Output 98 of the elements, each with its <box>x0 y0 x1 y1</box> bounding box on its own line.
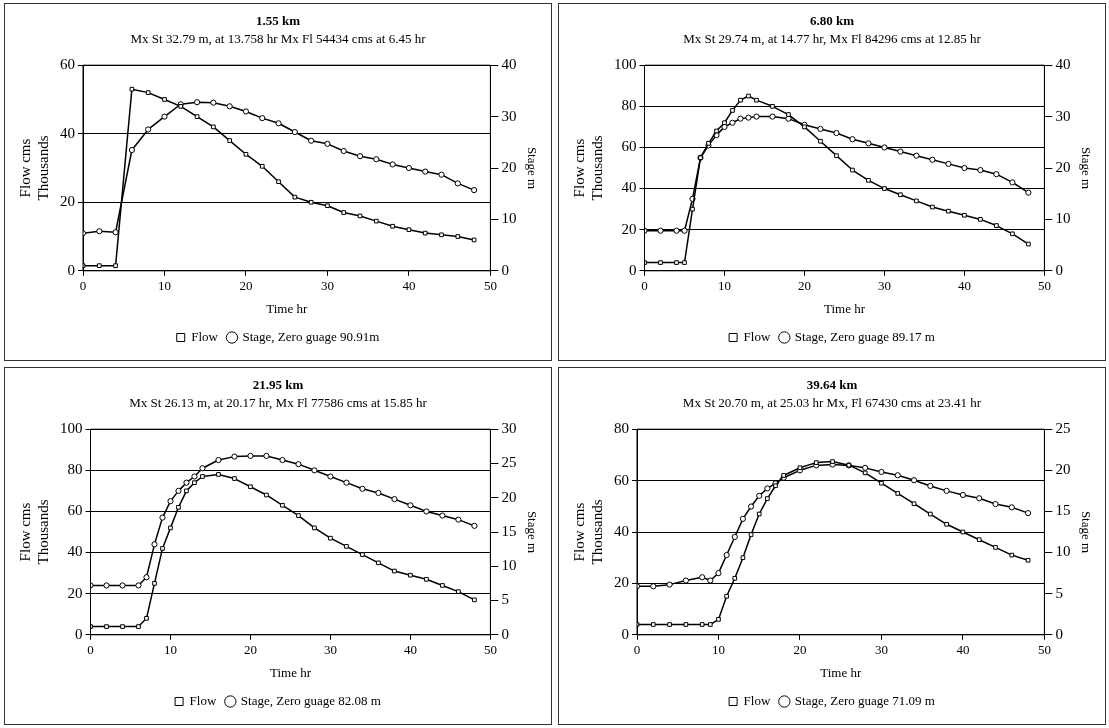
y-tick-label: 20 <box>614 574 629 591</box>
y2-tick-label: 10 <box>1055 543 1071 560</box>
y-tick-label: 20 <box>67 584 83 601</box>
legend-label: Stage, Zero guage 90.91m <box>242 328 380 344</box>
legend-label: Stage, Zero guage 71.09 m <box>794 692 935 708</box>
chart-subtitle: Mx St 20.70 m, at 25.03 hr Mx, Fl 67430 cms at 23.41 hr <box>682 394 982 410</box>
legend-label: Flow <box>189 692 217 708</box>
y2-tick-label: 0 <box>501 625 509 642</box>
chart-subtitle: Mx St 32.79 m, at 13.758 hr Mx Fl 54434 cms at 6.45 hr <box>130 30 427 46</box>
legend-label: Stage, Zero guage 82.08 m <box>240 692 381 708</box>
y2-tick-label: 20 <box>1055 461 1071 478</box>
y-tick-label: 20 <box>621 220 637 237</box>
y-tick-label: 60 <box>60 56 75 73</box>
text: Thousands <box>588 135 605 201</box>
y2-tick-label: 20 <box>501 158 517 175</box>
x-tick-label: 30 <box>877 278 891 294</box>
x-tick-label: 50 <box>483 642 497 658</box>
y2-axis-title: Stage m <box>1078 146 1094 190</box>
y2-axis-title: Stage m <box>524 146 540 190</box>
y2-tick-label: 25 <box>1055 420 1071 437</box>
y-tick-label: 80 <box>67 461 83 478</box>
y-tick-label: 40 <box>621 179 637 196</box>
x-axis-title: Time hr <box>820 664 862 680</box>
y-axis-title: Flow cms <box>570 138 587 198</box>
y-axis-title: Flow cms <box>16 502 33 562</box>
y-tick-label: 0 <box>75 625 83 642</box>
x-tick-label: 10 <box>157 278 171 294</box>
chart-title: 1.55 km <box>255 13 301 29</box>
y-tick-label: 60 <box>614 471 629 488</box>
y2-tick-label: 20 <box>501 488 517 505</box>
y2-tick-label: 0 <box>1055 261 1063 278</box>
x-tick-label: 50 <box>483 278 497 294</box>
x-tick-label: 40 <box>403 642 417 658</box>
y-tick-label: 0 <box>621 625 629 642</box>
y-tick-label: 40 <box>614 522 629 539</box>
x-axis-title: Time hr <box>823 300 866 316</box>
y-tick-label: 0 <box>629 261 637 278</box>
y-tick-label: 100 <box>614 56 637 73</box>
x-tick-label: 20 <box>239 278 253 294</box>
y-tick-label: 20 <box>60 193 75 210</box>
x-tick-label: 30 <box>323 642 337 658</box>
y-tick-label: 40 <box>60 124 75 141</box>
y2-tick-label: 15 <box>501 522 517 539</box>
x-tick-label: 50 <box>1037 642 1051 658</box>
x-tick-label: 20 <box>797 278 811 294</box>
y2-tick-label: 0 <box>1055 625 1063 642</box>
x-tick-label: 50 <box>1037 278 1051 294</box>
y2-tick-label: 20 <box>1055 158 1071 175</box>
x-tick-label: 40 <box>957 278 971 294</box>
text: Thousands <box>34 499 51 565</box>
y2-tick-label: 15 <box>1055 502 1071 519</box>
y-axis-title: Flow cms <box>16 138 33 198</box>
y-tick-label: 0 <box>67 261 75 278</box>
legend-label: Flow <box>743 328 771 344</box>
y2-tick-label: 40 <box>501 56 517 73</box>
x-axis-title: Time hr <box>266 300 308 316</box>
chart-subtitle: Mx St 29.74 m, at 14.77 hr, Mx Fl 84296 cms at 12.85 hr <box>683 30 982 46</box>
text: Thousands <box>588 499 605 565</box>
x-tick-label: 0 <box>641 278 648 294</box>
y2-tick-label: 30 <box>501 107 517 124</box>
y-tick-label: 60 <box>621 138 637 155</box>
x-tick-label: 40 <box>402 278 416 294</box>
legend-label: Flow <box>743 692 771 708</box>
y2-tick-label: 5 <box>1055 584 1063 601</box>
y2-tick-label: 25 <box>501 454 517 471</box>
x-axis-title: Time hr <box>269 664 312 680</box>
y-tick-label: 40 <box>67 543 83 560</box>
x-tick-label: 0 <box>87 642 94 658</box>
y-tick-label: 100 <box>60 420 83 437</box>
chart-title: 21.95 km <box>252 377 304 393</box>
x-tick-label: 10 <box>717 278 731 294</box>
x-tick-label: 10 <box>711 642 725 658</box>
y2-tick-label: 10 <box>501 210 517 227</box>
x-tick-label: 40 <box>956 642 970 658</box>
chart-title: 39.64 km <box>806 377 858 393</box>
y2-tick-label: 30 <box>1055 107 1071 124</box>
y2-tick-label: 10 <box>501 557 517 574</box>
y2-tick-label: 30 <box>501 420 517 437</box>
x-tick-label: 30 <box>874 642 888 658</box>
y-axis-title: Flow cms <box>570 502 587 562</box>
y2-tick-label: 10 <box>1055 210 1071 227</box>
legend-label: Stage, Zero guage 89.17 m <box>794 328 935 344</box>
chart-subtitle: Mx St 26.13 m, at 20.17 hr, Mx Fl 77586 cms at 15.85 hr <box>129 394 428 410</box>
x-tick-label: 10 <box>163 642 177 658</box>
legend-label: Flow <box>191 328 219 344</box>
y-tick-label: 80 <box>621 97 637 114</box>
y2-tick-label: 5 <box>501 591 509 608</box>
x-tick-label: 20 <box>793 642 807 658</box>
y-tick-label: 80 <box>614 420 629 437</box>
chart-title: 6.80 km <box>809 13 855 29</box>
y2-axis-title: Stage m <box>1078 510 1094 554</box>
y2-tick-label: 40 <box>1055 56 1071 73</box>
x-tick-label: 20 <box>243 642 257 658</box>
x-tick-label: 30 <box>320 278 334 294</box>
y2-axis-title: Stage m <box>524 510 540 554</box>
y-tick-label: 60 <box>67 502 83 519</box>
y2-tick-label: 0 <box>501 261 509 278</box>
text: Thousands <box>34 135 51 201</box>
